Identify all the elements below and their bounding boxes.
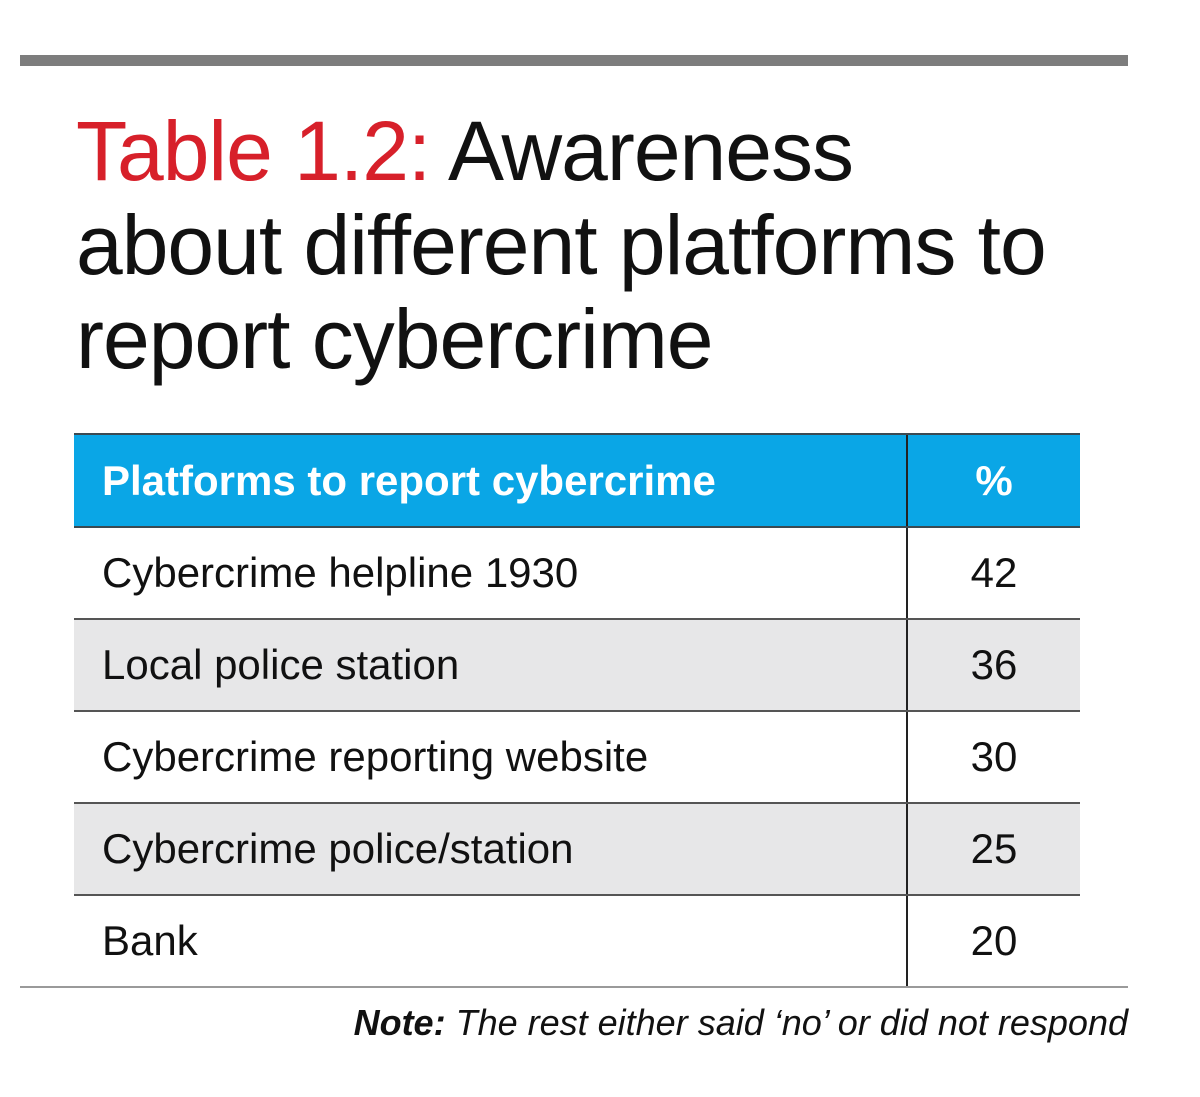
value-cell: 36 bbox=[906, 619, 1080, 712]
title-text: Awareness about different platforms to r… bbox=[76, 104, 1047, 386]
platform-cell: Cybercrime helpline 1930 bbox=[74, 527, 907, 620]
footnote: Note: The rest either said ‘no’ or did n… bbox=[354, 1002, 1128, 1044]
data-table: Platforms to report cybercrime % Cybercr… bbox=[74, 433, 1080, 986]
table-row: Cybercrime police/station 25 bbox=[74, 803, 1080, 896]
column-header-percent: % bbox=[906, 433, 1080, 528]
note-label: Note: bbox=[353, 1002, 446, 1043]
table-row: Cybercrime helpline 1930 42 bbox=[74, 527, 1080, 620]
value-cell: 42 bbox=[906, 527, 1080, 620]
bottom-rule bbox=[20, 986, 1128, 988]
column-header-platform: Platforms to report cybercrime bbox=[74, 433, 907, 528]
note-text: The rest either said ‘no’ or did not res… bbox=[455, 1002, 1128, 1043]
platform-cell: Bank bbox=[102, 917, 198, 964]
title-label: Table 1.2: bbox=[76, 104, 431, 198]
table-row: Local police station 36 bbox=[74, 619, 1080, 712]
top-rule bbox=[20, 55, 1128, 66]
platform-cell: Cybercrime reporting website bbox=[74, 711, 907, 804]
platform-cell: Local police station bbox=[74, 619, 907, 712]
value-cell: 25 bbox=[906, 803, 1080, 896]
table-row: Bank 20 bbox=[74, 895, 1080, 986]
value-cell: 30 bbox=[906, 711, 1080, 804]
table-row: Cybercrime reporting website 30 bbox=[74, 711, 1080, 804]
header-row: Platforms to report cybercrime % bbox=[74, 433, 1080, 528]
page-title: Table 1.2: Awareness about different pla… bbox=[76, 104, 1076, 386]
platform-cell: Cybercrime police/station bbox=[74, 803, 907, 896]
value-cell: 20 bbox=[906, 895, 1080, 986]
